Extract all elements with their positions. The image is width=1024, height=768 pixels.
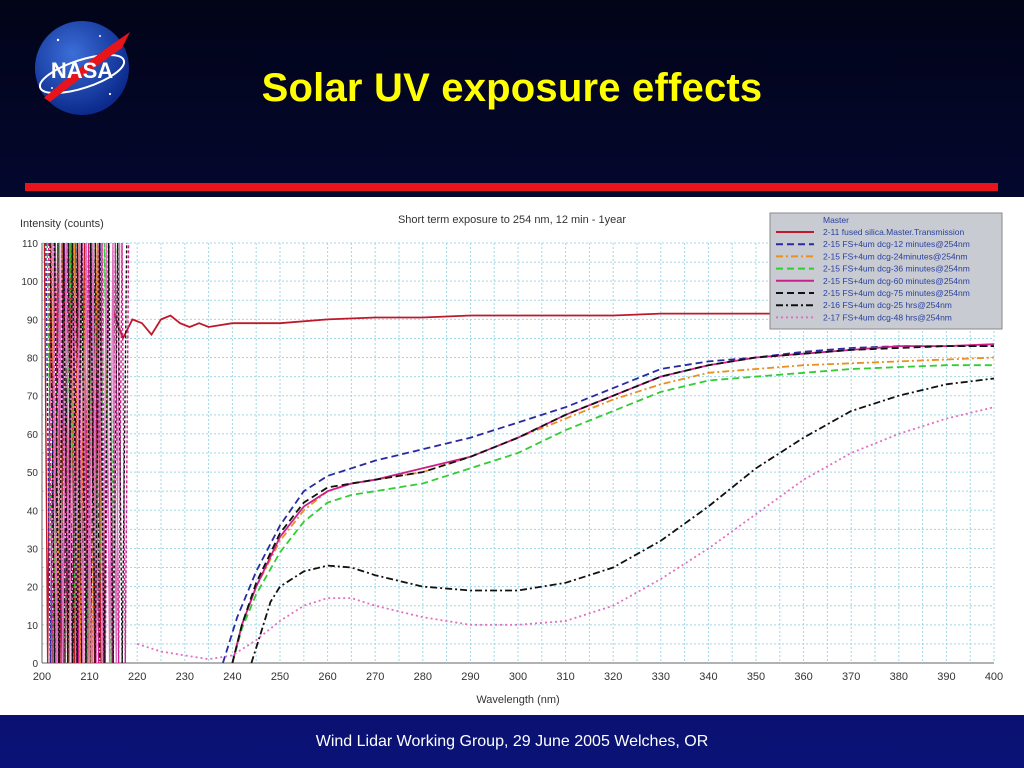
y-tick-label: 10 bbox=[27, 621, 39, 632]
y-tick-label: 110 bbox=[22, 239, 38, 250]
uv-exposure-chart: 200 210 220 230 240 250 260 270 280 290 300 310 320 3… bbox=[20, 212, 1003, 706]
slide-footer: Wind Lidar Working Group, 29 June 2005 W… bbox=[315, 733, 709, 750]
y-tick-label: 70 bbox=[27, 392, 39, 403]
x-tick-label: 300 bbox=[509, 671, 527, 683]
series-line-7 bbox=[250, 377, 995, 664]
logo-text: NASA bbox=[51, 58, 113, 83]
noise-trace bbox=[52, 242, 121, 664]
chart-panel: 200 210 220 230 240 250 260 270 280 290 300 310 320 3… bbox=[0, 197, 1024, 715]
y-tick-label: 40 bbox=[27, 506, 39, 517]
series-line-4 bbox=[231, 364, 994, 664]
y-tick-label: 50 bbox=[27, 468, 39, 479]
x-tick-label: 360 bbox=[794, 671, 812, 683]
x-tick-label: 230 bbox=[176, 671, 194, 683]
x-tick-label: 250 bbox=[271, 671, 289, 683]
chart-noise bbox=[43, 242, 130, 664]
x-tick-label: 220 bbox=[128, 671, 146, 683]
x-tick-label: 380 bbox=[890, 671, 908, 683]
y-tick-label: 100 bbox=[21, 277, 38, 288]
series-line-8 bbox=[136, 406, 995, 661]
x-tick-label: 340 bbox=[699, 671, 717, 683]
legend-header: Master bbox=[823, 215, 849, 225]
x-tick-label: 370 bbox=[842, 671, 860, 683]
nasa-logo: NASA bbox=[30, 18, 134, 118]
y-tick-label: 90 bbox=[27, 315, 39, 326]
legend-entry: 2-16 FS+4um dcg-25 hrs@254nm bbox=[823, 300, 952, 310]
x-tick-label: 400 bbox=[985, 671, 1003, 683]
noise-trace bbox=[48, 242, 130, 664]
x-tick-label: 390 bbox=[937, 671, 955, 683]
series-line-5 bbox=[231, 343, 995, 664]
noise-trace bbox=[53, 242, 128, 664]
legend-entry: 2-15 FS+4um dcg-24minutes@254nm bbox=[823, 251, 967, 261]
x-tick-label: 270 bbox=[366, 671, 384, 683]
chart-legend: Master 2-11 fused silica.Master.Transmiss… bbox=[769, 212, 1003, 330]
x-tick-label: 260 bbox=[318, 671, 336, 683]
legend-entry: 2-17 FS+4um dcg-48 hrs@254nm bbox=[823, 312, 952, 322]
y-axis-label: Intensity (counts) bbox=[20, 218, 104, 230]
x-tick-label: 330 bbox=[652, 671, 670, 683]
chart-series bbox=[112, 311, 995, 664]
x-tick-label: 290 bbox=[461, 671, 479, 683]
series-line-2 bbox=[222, 345, 994, 664]
y-tick-label: 0 bbox=[32, 659, 38, 670]
y-tick-label: 30 bbox=[27, 544, 39, 555]
chart-title: Short term exposure to 254 nm, 12 min - … bbox=[398, 214, 626, 226]
legend-entry: 2-15 FS+4um dcg-60 minutes@254nm bbox=[823, 276, 970, 286]
x-tick-label: 350 bbox=[747, 671, 765, 683]
title-divider bbox=[25, 183, 998, 191]
x-tick-label: 280 bbox=[414, 671, 432, 683]
legend-entry: 2-11 fused silica.Master.Transmission bbox=[823, 227, 965, 237]
x-tick-label: 240 bbox=[223, 671, 241, 683]
x-tick-label: 200 bbox=[33, 671, 51, 683]
y-tick-label: 80 bbox=[27, 354, 39, 365]
legend-entry: 2-15 FS+4um dcg-75 minutes@254nm bbox=[823, 288, 970, 298]
chart-axes: 200 210 220 230 240 250 260 270 280 290 300 310 320 3… bbox=[21, 239, 1003, 683]
x-tick-label: 320 bbox=[604, 671, 622, 683]
legend-entry: 2-15 FS+4um dcg-36 minutes@254nm bbox=[823, 264, 970, 274]
y-tick-label: 60 bbox=[27, 430, 39, 441]
x-tick-label: 310 bbox=[556, 671, 574, 683]
x-axis-label: Wavelength (nm) bbox=[476, 694, 559, 706]
slide-title: Solar UV exposure effects bbox=[261, 66, 763, 110]
y-tick-label: 20 bbox=[27, 583, 39, 594]
legend-entry: 2-15 FS+4um dcg-12 minutes@254nm bbox=[823, 239, 970, 249]
x-tick-label: 210 bbox=[80, 671, 98, 683]
